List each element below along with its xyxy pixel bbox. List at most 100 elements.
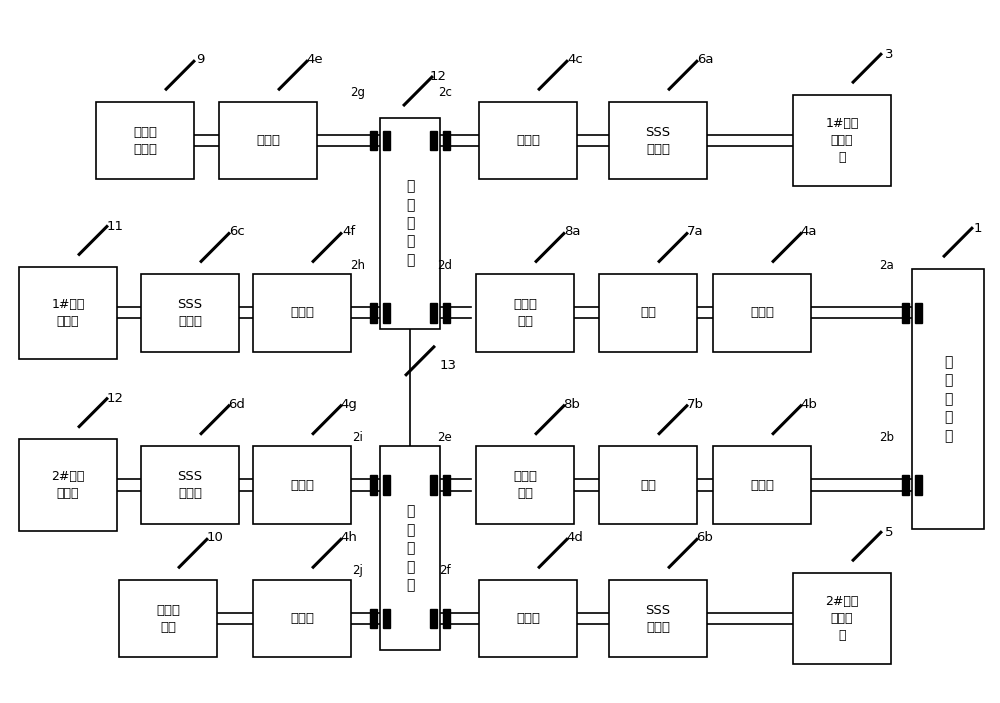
Text: 12: 12 — [430, 70, 446, 84]
Bar — [443, 475, 450, 495]
Bar — [915, 303, 922, 323]
Bar — [96, 102, 194, 179]
Bar — [370, 475, 377, 495]
Text: 8a: 8a — [564, 226, 580, 238]
Bar — [119, 580, 217, 657]
Bar — [915, 475, 922, 495]
Text: SSS
离合器: SSS 离合器 — [645, 126, 671, 155]
Bar — [476, 446, 574, 524]
Text: 7a: 7a — [687, 226, 703, 238]
Bar — [713, 274, 811, 352]
Text: 2j: 2j — [353, 565, 363, 577]
Bar — [599, 274, 697, 352]
Bar — [141, 446, 239, 524]
Text: 扭矩仪: 扭矩仪 — [750, 307, 774, 319]
Text: 8b: 8b — [564, 398, 580, 411]
Text: 扭矩仪: 扭矩仪 — [516, 612, 540, 625]
Text: 4h: 4h — [341, 531, 357, 544]
Bar — [430, 609, 437, 628]
Bar — [599, 446, 697, 524]
Text: 6b: 6b — [697, 531, 713, 544]
Bar — [380, 446, 440, 650]
Bar — [253, 580, 351, 657]
Bar — [383, 303, 390, 323]
Text: 4a: 4a — [801, 226, 817, 238]
Text: 13: 13 — [439, 359, 456, 371]
Text: 4g: 4g — [341, 398, 357, 411]
Bar — [479, 102, 577, 179]
Text: 4f: 4f — [342, 226, 356, 238]
Text: 并
车
齿
轮
箱: 并 车 齿 轮 箱 — [406, 179, 414, 267]
Text: 电磁离
合器: 电磁离 合器 — [513, 298, 537, 328]
Bar — [430, 303, 437, 323]
Text: 水力测
功器: 水力测 功器 — [156, 604, 180, 633]
Text: 1#仿真
燃气轮
机: 1#仿真 燃气轮 机 — [825, 117, 859, 164]
Text: 4b: 4b — [801, 398, 817, 411]
Text: 10: 10 — [207, 531, 223, 544]
Text: 2f: 2f — [439, 565, 451, 577]
Bar — [479, 580, 577, 657]
Text: 跨
接
齿
轮
箱: 跨 接 齿 轮 箱 — [944, 355, 952, 443]
Text: 7b: 7b — [687, 398, 704, 411]
Bar — [609, 102, 707, 179]
Text: SSS
离合器: SSS 离合器 — [177, 298, 203, 328]
Text: 1: 1 — [974, 221, 982, 235]
Text: 扭矩仪: 扭矩仪 — [290, 479, 314, 491]
Bar — [383, 609, 390, 628]
Text: 6a: 6a — [697, 53, 713, 66]
Bar — [383, 131, 390, 150]
Bar — [476, 274, 574, 352]
Bar — [609, 580, 707, 657]
Text: 6d: 6d — [229, 398, 245, 411]
Text: 电磁离
合器: 电磁离 合器 — [513, 470, 537, 500]
Bar — [380, 118, 440, 329]
Text: 扭矩仪: 扭矩仪 — [256, 134, 280, 147]
Text: SSS
离合器: SSS 离合器 — [177, 470, 203, 500]
Bar — [253, 274, 351, 352]
Text: 3: 3 — [885, 48, 893, 60]
Text: 并
车
齿
轮
箱: 并 车 齿 轮 箱 — [406, 505, 414, 592]
Text: 电涡轮
测功器: 电涡轮 测功器 — [133, 126, 157, 155]
Text: 2a: 2a — [880, 259, 894, 271]
Text: SSS
离合器: SSS 离合器 — [645, 604, 671, 633]
Text: 11: 11 — [106, 220, 124, 233]
Bar — [713, 446, 811, 524]
Bar — [902, 303, 909, 323]
Text: 12: 12 — [106, 392, 124, 405]
Bar — [141, 274, 239, 352]
Text: 2g: 2g — [351, 86, 366, 99]
Text: 5: 5 — [885, 526, 893, 538]
Bar — [253, 446, 351, 524]
Bar — [370, 609, 377, 628]
Bar — [19, 439, 117, 531]
Text: 扭矩仪: 扭矩仪 — [290, 612, 314, 625]
Text: 2c: 2c — [438, 86, 452, 99]
Bar — [19, 267, 117, 359]
Bar — [430, 131, 437, 150]
Text: 1#仿真
柴油机: 1#仿真 柴油机 — [51, 298, 85, 328]
Bar — [219, 102, 317, 179]
Bar — [443, 609, 450, 628]
Text: 2h: 2h — [351, 259, 366, 271]
Bar — [902, 475, 909, 495]
Bar — [370, 303, 377, 323]
Text: 支撑: 支撑 — [640, 307, 656, 319]
Text: 2b: 2b — [880, 431, 894, 444]
Bar — [912, 269, 984, 529]
Text: 6c: 6c — [229, 226, 245, 238]
Text: 4d: 4d — [567, 531, 583, 544]
Text: 4c: 4c — [567, 53, 583, 66]
Bar — [370, 131, 377, 150]
Bar — [383, 475, 390, 495]
Text: 扭矩仪: 扭矩仪 — [290, 307, 314, 319]
Bar — [793, 573, 891, 664]
Text: 9: 9 — [196, 53, 204, 66]
Text: 4e: 4e — [307, 53, 323, 66]
Text: 2i: 2i — [353, 431, 363, 444]
Bar — [793, 95, 891, 186]
Text: 扭矩仪: 扭矩仪 — [750, 479, 774, 491]
Text: 2#仿真
柴油机: 2#仿真 柴油机 — [51, 470, 85, 500]
Text: 扭矩仪: 扭矩仪 — [516, 134, 540, 147]
Bar — [443, 131, 450, 150]
Text: 2d: 2d — [437, 259, 452, 271]
